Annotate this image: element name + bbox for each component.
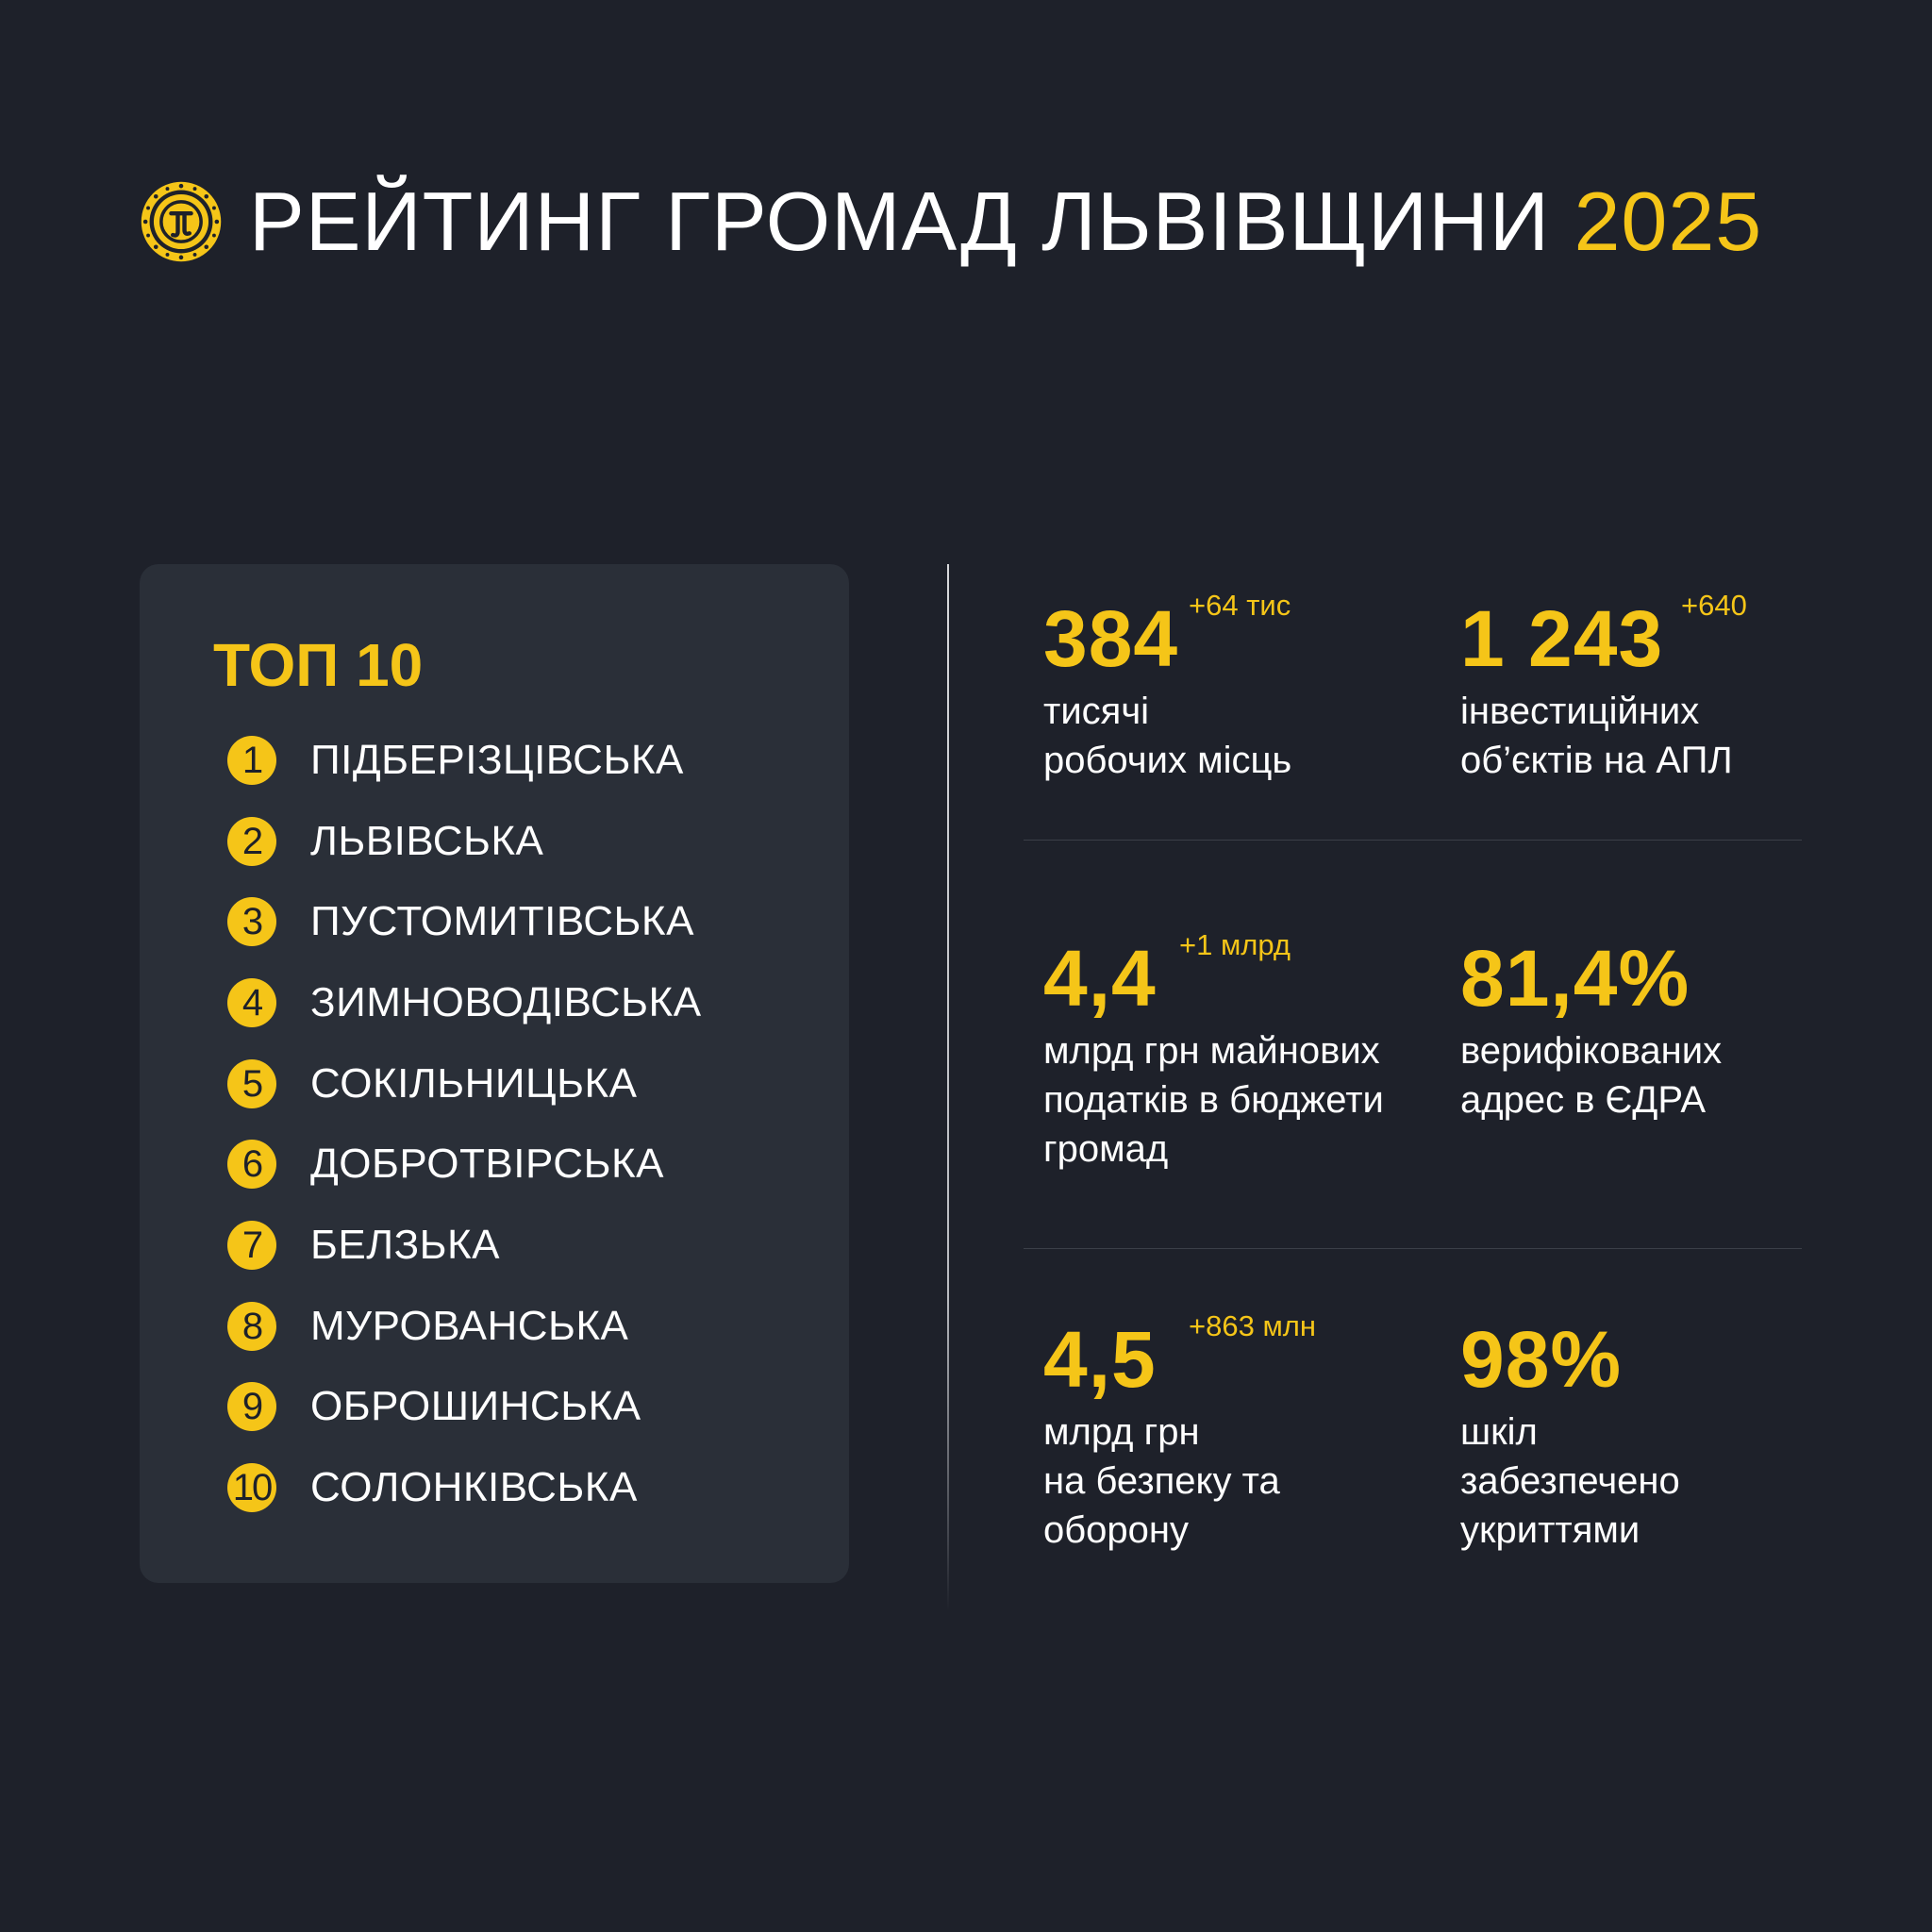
rank-name: МУРОВАНСЬКА — [310, 1302, 629, 1349]
top10-card: ТОП 10 1 ПІДБЕРІЗЦІВСЬКА 2 ЛЬВІВСЬКА 3 ПУСТ… — [140, 564, 849, 1583]
title-year: 2025 — [1574, 175, 1763, 268]
rank-item: 7 БЕЛЗЬКА — [227, 1205, 702, 1286]
stat-delta: +1 млрд — [1179, 928, 1291, 961]
stat-verified-addresses: 81,4% верифікованих адрес в ЄДРА — [1460, 936, 1857, 1124]
stats-divider — [1024, 1248, 1802, 1249]
rank-number-badge: 7 — [227, 1220, 276, 1270]
rank-number-badge: 9 — [227, 1382, 276, 1432]
rank-item: 2 ЛЬВІВСЬКА — [227, 801, 702, 882]
stat-value: 81,4% — [1460, 934, 1690, 1023]
stat-property-taxes: 4,4 +1 млрд млрд грн майнових податків в… — [1043, 928, 1440, 1174]
rank-number-badge: 5 — [227, 1058, 276, 1108]
stat-description: тисячі робочих місць — [1043, 691, 1292, 781]
stat-jobs: 384 +64 тис тисячі робочих місць — [1043, 589, 1440, 785]
title-text: РЕЙТИНГ ГРОМАД ЛЬВІВЩИНИ — [249, 175, 1551, 268]
rank-number-badge: 2 — [227, 816, 276, 866]
rank-item: 9 ОБРОШИНСЬКА — [227, 1367, 702, 1448]
rank-list: 1 ПІДБЕРІЗЦІВСЬКА 2 ЛЬВІВСЬКА 3 ПУСТОМИТІВС… — [227, 720, 702, 1528]
stat-description: верифікованих адрес в ЄДРА — [1460, 1030, 1723, 1121]
stat-defense: 4,5 +863 млн млрд грн на безпеку та обор… — [1043, 1309, 1440, 1555]
rank-number-badge: 6 — [227, 1140, 276, 1190]
rank-item: 4 ЗИМНОВОДІВСЬКА — [227, 962, 702, 1043]
rank-item: 10 СОЛОНКІВСЬКА — [227, 1447, 702, 1528]
rank-item: 8 МУРОВАНСЬКА — [227, 1286, 702, 1367]
page-title: РЕЙТИНГ ГРОМАД ЛЬВІВЩИНИ 2025 — [249, 180, 1762, 263]
stat-delta: +863 млн — [1189, 1309, 1316, 1342]
rank-name: ПУСТОМИТІВСЬКА — [310, 898, 694, 945]
rank-name: ДОБРОТВІРСЬКА — [310, 1141, 664, 1188]
rank-number-badge: 3 — [227, 897, 276, 947]
rank-name: ПІДБЕРІЗЦІВСЬКА — [310, 736, 684, 783]
rank-name: БЕЛЗЬКА — [310, 1221, 501, 1268]
coin-emblem-icon — [141, 181, 222, 262]
stat-value: 98% — [1460, 1315, 1623, 1404]
header: РЕЙТИНГ ГРОМАД ЛЬВІВЩИНИ 2025 — [140, 170, 1762, 274]
stat-description: шкіл забезпечено укриттями — [1460, 1411, 1680, 1551]
stats-divider — [1024, 840, 1802, 841]
rank-name: ЗИМНОВОДІВСЬКА — [310, 978, 702, 1025]
rank-name: СОКІЛЬНИЦЬКА — [310, 1059, 638, 1107]
stat-investment-objects: 1 243 +640 інвестиційних об’єктів на АПЛ — [1460, 589, 1857, 785]
stat-value: 4,5 — [1043, 1315, 1157, 1404]
stat-school-shelters: 98% шкіл забезпечено укриттями — [1460, 1317, 1857, 1555]
rank-item: 5 СОКІЛЬНИЦЬКА — [227, 1043, 702, 1124]
rank-name: СОЛОНКІВСЬКА — [310, 1464, 638, 1511]
stat-delta: +64 тис — [1189, 589, 1291, 622]
top10-heading: ТОП 10 — [213, 631, 424, 699]
rank-number-badge: 8 — [227, 1301, 276, 1351]
stat-value: 1 243 — [1460, 594, 1664, 683]
rank-item: 3 ПУСТОМИТІВСЬКА — [227, 881, 702, 962]
stat-value: 384 — [1043, 594, 1179, 683]
rank-item: 6 ДОБРОТВІРСЬКА — [227, 1124, 702, 1205]
rank-name: ЛЬВІВСЬКА — [310, 817, 544, 864]
vertical-divider — [947, 564, 949, 1611]
rank-number-badge: 10 — [227, 1463, 276, 1513]
stat-delta: +640 — [1681, 589, 1747, 622]
rank-number-badge: 4 — [227, 977, 276, 1027]
stat-description: млрд грн на безпеку та оборону — [1043, 1411, 1280, 1551]
stat-description: млрд грн майнових податків в бюджети гро… — [1043, 1030, 1384, 1170]
rank-number-badge: 1 — [227, 735, 276, 785]
stat-description: інвестиційних об’єктів на АПЛ — [1460, 691, 1733, 781]
rank-item: 1 ПІДБЕРІЗЦІВСЬКА — [227, 720, 702, 801]
rank-name: ОБРОШИНСЬКА — [310, 1383, 641, 1430]
stat-value: 4,4 — [1043, 934, 1157, 1023]
